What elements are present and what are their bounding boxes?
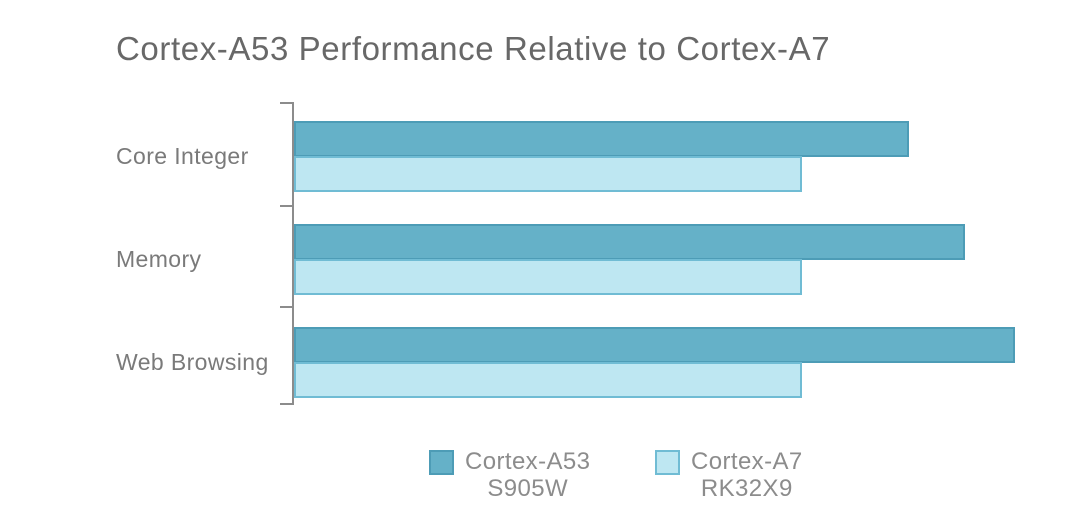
category-label: Core Integer <box>116 143 249 169</box>
bar-cortex-a53 <box>294 224 965 260</box>
legend-item-cortex-a53: Cortex-A53 S905W <box>429 448 590 502</box>
legend-swatch-icon <box>655 450 680 475</box>
legend-label-group: Cortex-A53 S905W <box>465 448 590 502</box>
legend-series-chip: RK32X9 <box>700 475 793 502</box>
legend-item-cortex-a7: Cortex-A7 RK32X9 <box>655 448 803 502</box>
chart-title: Cortex-A53 Performance Relative to Corte… <box>116 30 831 67</box>
category-label: Memory <box>116 246 202 272</box>
bar-cortex-a53 <box>294 327 1015 363</box>
legend: Cortex-A53 S905W Cortex-A7 RK32X9 <box>0 448 1076 508</box>
y-axis-tick <box>280 306 293 308</box>
y-axis-tick <box>280 403 293 405</box>
legend-series-name: Cortex-A53 <box>465 448 591 475</box>
y-axis-tick <box>280 102 293 104</box>
bar-cortex-a7 <box>294 362 802 398</box>
bar-cortex-a7 <box>294 156 802 192</box>
legend-swatch-icon <box>429 450 454 475</box>
bar-cortex-a7 <box>294 259 802 295</box>
y-axis-line <box>292 102 294 405</box>
legend-label-group: Cortex-A7 RK32X9 <box>691 448 803 502</box>
bar-cortex-a53 <box>294 121 909 157</box>
legend-series-chip: S905W <box>487 475 569 502</box>
category-label: Web Browsing <box>116 349 269 375</box>
legend-series-name: Cortex-A7 <box>691 448 803 475</box>
y-axis-tick <box>280 205 293 207</box>
